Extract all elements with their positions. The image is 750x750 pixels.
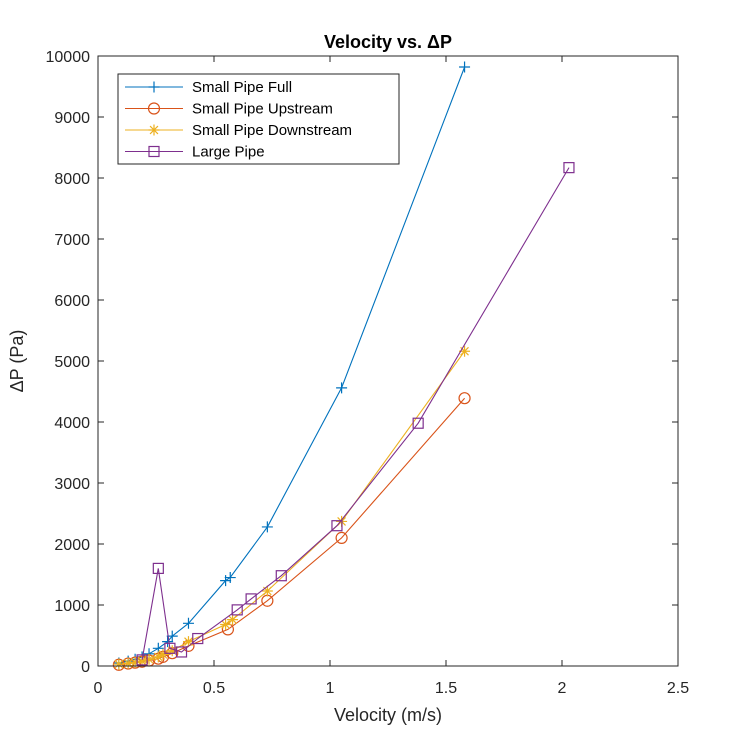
data-point-small-pipe-downstream: [113, 658, 125, 670]
data-point-small-pipe-downstream: [157, 648, 169, 660]
y-tick-label: 5000: [54, 354, 90, 371]
data-point-large-pipe: [245, 593, 257, 605]
y-tick-label: 7000: [54, 232, 90, 249]
data-point-small-pipe-downstream: [182, 636, 194, 648]
data-point-small-pipe-downstream: [129, 656, 141, 668]
x-tick-label: 2: [558, 680, 567, 697]
legend-marker: [148, 124, 160, 136]
legend-marker: [147, 102, 161, 115]
data-point-small-pipe-upstream: [221, 623, 235, 636]
legend-box: [117, 73, 400, 165]
data-point-large-pipe: [275, 570, 287, 582]
y-tick-label: 10000: [46, 49, 91, 66]
data-point-small-pipe-downstream: [459, 345, 471, 357]
data-point-small-pipe-downstream: [166, 645, 178, 657]
data-point-small-pipe-full: [261, 521, 273, 533]
y-tick-label: 9000: [54, 110, 90, 127]
legend: Small Pipe Full Small Pipe Upstream Small …: [117, 73, 400, 165]
x-tick-label: 1: [326, 680, 335, 697]
legend-entry-large-pipe: Large Pipe: [125, 144, 265, 161]
legend-label: Small Pipe Upstream: [192, 101, 333, 118]
legend-entry-small-pipe-downstream: Small Pipe Downstream: [125, 122, 352, 139]
legend-entry-small-pipe-upstream: Small Pipe Upstream: [125, 101, 333, 118]
data-point-small-pipe-downstream: [227, 614, 239, 626]
legend-entry-small-pipe-full: Small Pipe Full: [125, 79, 292, 96]
y-tick-label: 6000: [54, 293, 90, 310]
series-line-large-pipe: [141, 167, 570, 660]
data-point-small-pipe-downstream: [122, 657, 134, 669]
data-point-small-pipe-full: [162, 636, 174, 648]
data-point-large-pipe: [152, 562, 164, 575]
y-tick-label: 2000: [54, 537, 90, 554]
series-small-pipe-downstream: [113, 345, 471, 670]
data-point-large-pipe: [563, 162, 575, 174]
data-point-small-pipe-full: [182, 617, 194, 629]
data-point-large-pipe: [136, 654, 148, 666]
data-point-small-pipe-upstream: [458, 392, 471, 405]
axes-layer: 0 0.5 1 1.5 2 2.5 0 1000 2000 3000 4000 5000 6000 700…: [46, 49, 690, 697]
legend-label: Large Pipe: [192, 144, 265, 161]
data-point-large-pipe: [192, 632, 204, 645]
y-tick-label: 4000: [54, 415, 90, 432]
data-point-large-pipe: [231, 604, 243, 616]
data-point-small-pipe-downstream: [152, 651, 164, 663]
y-tick-label: 3000: [54, 476, 90, 493]
data-point-small-pipe-full: [220, 575, 232, 587]
legend-label: Small Pipe Downstream: [192, 122, 352, 139]
x-tick-label: 0: [94, 680, 103, 697]
data-point-small-pipe-full: [336, 382, 348, 394]
legend-label: Small Pipe Full: [192, 79, 292, 96]
data-point-large-pipe: [331, 520, 343, 532]
x-axis-label: Velocity (m/s): [334, 705, 442, 725]
y-axis-label: ΔP (Pa): [7, 330, 27, 393]
legend-marker: [148, 145, 160, 158]
data-point-small-pipe-downstream: [261, 585, 273, 597]
chart-title: Velocity vs. ΔP: [324, 32, 452, 52]
x-tick-label: 2.5: [667, 680, 689, 697]
legend-marker: [148, 81, 160, 93]
data-point-small-pipe-downstream: [136, 655, 148, 667]
data-point-large-pipe: [164, 642, 176, 654]
x-tick-label: 1.5: [435, 680, 457, 697]
data-point-large-pipe: [412, 417, 424, 429]
y-tick-label: 1000: [54, 598, 90, 615]
x-tick-label: 0.5: [203, 680, 225, 697]
series-large-pipe: [136, 162, 575, 666]
data-point-small-pipe-full: [459, 61, 471, 73]
y-tick-label: 0: [81, 659, 90, 676]
data-point-small-pipe-full: [224, 572, 236, 584]
data-point-small-pipe-downstream: [143, 653, 155, 665]
series-layer: [112, 61, 575, 671]
y-tick-label: 8000: [54, 171, 90, 188]
data-point-small-pipe-upstream: [335, 531, 348, 545]
data-point-small-pipe-downstream: [220, 619, 232, 631]
data-point-large-pipe: [175, 646, 188, 658]
